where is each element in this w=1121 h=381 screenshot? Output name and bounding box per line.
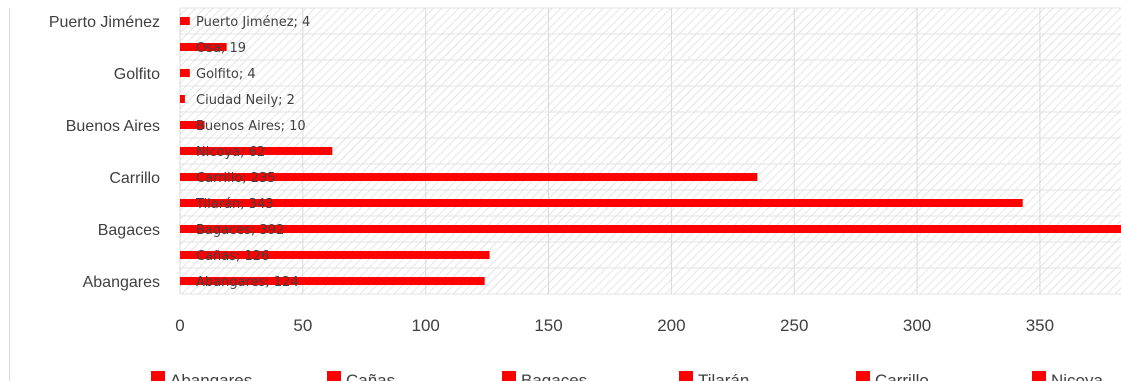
x-tick-label: 350 (1026, 316, 1054, 335)
data-label: Nicoya; 62 (196, 145, 265, 160)
plot-area (180, 8, 1121, 294)
bar (180, 173, 758, 181)
x-tick-label: 250 (780, 316, 808, 335)
x-tick-label: 200 (657, 316, 685, 335)
data-label: Ciudad Neily; 2 (196, 93, 295, 108)
bars (180, 17, 1121, 285)
x-tick-label: 300 (903, 316, 931, 335)
value-axis: 0 50 100 150 200 250 300 350 (175, 316, 1054, 335)
x-tick-label: 50 (293, 316, 312, 335)
legend-label: Carrillo (875, 371, 929, 381)
x-tick-label: 0 (175, 316, 184, 335)
bar (180, 225, 1121, 233)
bar (180, 69, 190, 77)
category-label: Bagaces (98, 222, 160, 239)
legend-swatch (151, 371, 165, 381)
legend-label: Cañas (346, 371, 395, 381)
category-label: Abangares (83, 274, 160, 291)
legend-label: Tilarán (698, 371, 749, 381)
x-tick-label: 150 (534, 316, 562, 335)
data-label: Bagaces; 392 (196, 223, 284, 238)
category-axis: Abangares Bagaces Carrillo Buenos Aires Golf… (49, 14, 160, 291)
category-label: Buenos Aires (66, 118, 160, 135)
category-label: Carrillo (109, 170, 160, 187)
bar (180, 199, 1023, 207)
legend: Abangares Cañas Bagaces Tilarán Carrillo Nico… (151, 371, 1104, 381)
legend-swatch (327, 371, 341, 381)
legend-swatch (1032, 371, 1046, 381)
data-label: Carrillo; 235 (196, 171, 276, 186)
data-label: Golfito; 4 (196, 67, 256, 82)
bar (180, 121, 205, 129)
data-labels: Abangares; 124 Cañas; 126 Bagaces; 392 Tila… (195, 15, 310, 290)
data-label: Osa; 19 (196, 41, 246, 56)
legend-label: Nicoya (1051, 371, 1104, 381)
legend-swatch (679, 371, 693, 381)
bar (180, 95, 185, 103)
legend-swatch (856, 371, 870, 381)
data-label: Tilarán; 343 (195, 197, 274, 212)
gridlines (179, 7, 1121, 295)
data-label: Puerto Jiménez; 4 (196, 15, 310, 30)
category-label: Golfito (114, 66, 160, 83)
bar (180, 251, 490, 259)
data-label: Buenos Aires; 10 (196, 119, 306, 134)
legend-swatch (502, 371, 516, 381)
data-label: Abangares; 124 (196, 275, 299, 290)
bar (180, 277, 485, 285)
x-tick-label: 100 (412, 316, 440, 335)
bar (180, 147, 333, 155)
data-label: Cañas; 126 (196, 249, 269, 264)
bar (180, 43, 227, 51)
legend-label: Abangares (170, 371, 252, 381)
category-label: Puerto Jiménez (49, 14, 160, 31)
legend-label: Bagaces (521, 371, 587, 381)
bar (180, 17, 190, 25)
